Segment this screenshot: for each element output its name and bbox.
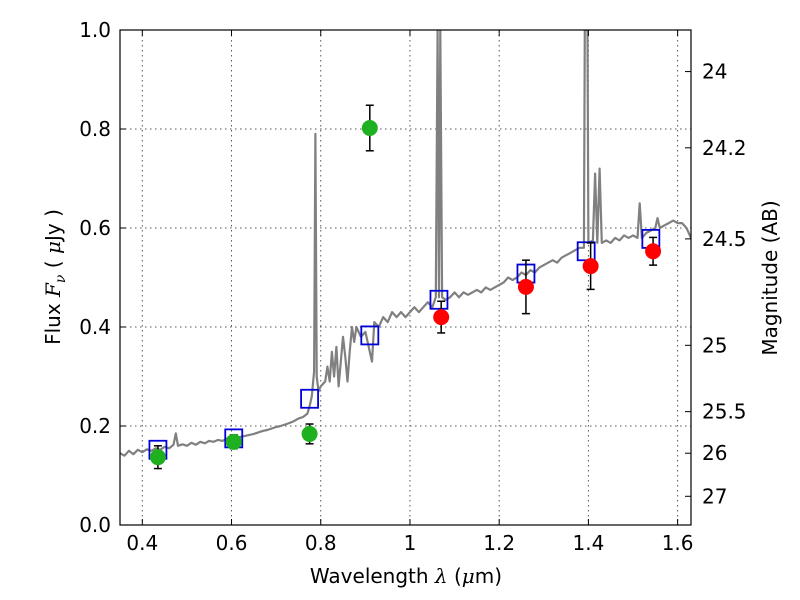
y-tick-label: 0.2 — [79, 414, 111, 438]
observed-flux-point — [433, 309, 450, 326]
y2-tick-label: 25 — [702, 333, 727, 357]
grid — [120, 30, 691, 525]
plot-frame — [119, 29, 692, 526]
observed-flux-point — [301, 425, 318, 442]
y2-tick-label: 24.5 — [702, 227, 747, 251]
y-tick-label: 1.0 — [79, 18, 111, 42]
x-tick-label: 0.6 — [216, 531, 248, 555]
model-spectrum-line — [120, 30, 691, 457]
y-tick-label: 0.6 — [79, 216, 111, 240]
y-tick-label: 0.8 — [79, 117, 111, 141]
x-tick-label: 0.8 — [305, 531, 337, 555]
observed-flux-point — [361, 120, 378, 137]
model-flux-square — [576, 241, 596, 262]
axis-ticks: 0.4 0.6 0.8 1 1.2 1.4 1.6 0.0 0.2 0.4 0.6 0.8 1.0 24 2… — [79, 18, 746, 555]
x-tick-label: 1.2 — [483, 531, 515, 555]
x-tick-label: 1.6 — [662, 531, 694, 555]
x-tick-label: 1.4 — [572, 531, 604, 555]
model-flux-square — [300, 388, 319, 409]
x-tick-label: 0.4 — [126, 531, 158, 555]
y2-tick-label: 26 — [702, 441, 727, 465]
x-axis-label: Wavelength λ (μm) — [310, 564, 502, 588]
y2-tick-label: 25.5 — [702, 400, 747, 424]
observed-flux-point — [225, 433, 242, 450]
y2-tick-label: 24 — [702, 60, 727, 84]
observed-flux-point — [149, 449, 166, 466]
observed-flux-point — [582, 258, 599, 275]
model-flux-square — [429, 289, 449, 310]
x-tick-label: 1 — [404, 531, 417, 555]
y2-axis-label: Magnitude (AB) — [758, 200, 782, 355]
y2-tick-label: 24.2 — [702, 136, 747, 160]
y-axis-label: Flux Fν ( μJy ) — [41, 209, 69, 345]
observed-flux-point — [645, 243, 662, 260]
model-flux-square — [360, 325, 380, 346]
y-tick-label: 0.0 — [79, 513, 111, 537]
data-layer — [120, 30, 691, 470]
y-tick-label: 0.4 — [79, 315, 111, 339]
y2-tick-label: 27 — [702, 484, 727, 508]
observed-flux-point — [517, 278, 534, 295]
